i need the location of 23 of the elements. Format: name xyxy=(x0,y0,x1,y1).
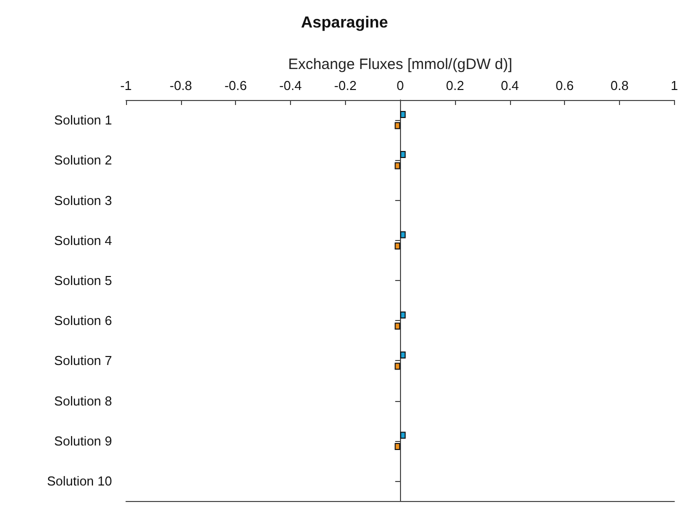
y-tick-label: Solution 7 xyxy=(54,353,112,368)
x-tick-label: 1 xyxy=(670,78,678,93)
x-tick-label: 0 xyxy=(396,78,404,93)
x-axis-title: Exchange Fluxes [mmol/(gDW d)] xyxy=(288,56,512,73)
y-tick-label: Solution 5 xyxy=(54,272,112,288)
x-tick-label: 0.2 xyxy=(446,78,464,93)
y-tick-label: Solution 9 xyxy=(54,433,112,448)
x-tick-label: 0.8 xyxy=(610,78,629,93)
x-tick-label: 0.4 xyxy=(500,78,519,93)
y-tick-label: Solution 8 xyxy=(54,393,112,408)
x-tick-label: 0.6 xyxy=(556,78,574,93)
x-tick-label: -1 xyxy=(120,78,132,93)
x-tick-label: -0.8 xyxy=(170,78,192,93)
y-tick-label: Solution 2 xyxy=(54,152,112,168)
x-tick-label: -0.4 xyxy=(279,78,302,93)
y-tick-label: Solution 6 xyxy=(54,313,112,328)
y-tick-label: Solution 3 xyxy=(54,192,112,208)
y-tick-label: Solution 10 xyxy=(46,473,112,488)
chart-title: Asparagine xyxy=(300,14,388,32)
y-tick-label: Solution 1 xyxy=(54,112,112,128)
x-tick-label: -0.2 xyxy=(334,78,357,93)
y-tick-label: Solution 4 xyxy=(54,232,112,248)
x-tick-label: -0.6 xyxy=(224,78,247,93)
